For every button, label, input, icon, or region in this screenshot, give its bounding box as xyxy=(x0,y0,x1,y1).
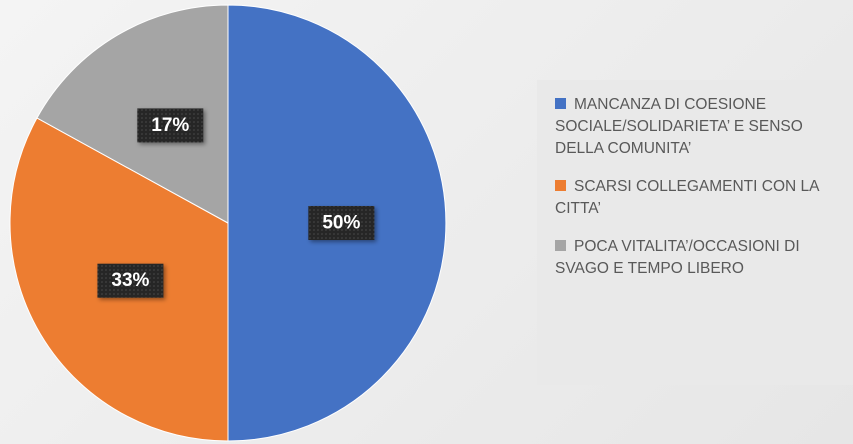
legend-label: SCARSI COLLEGAMENTI CON LA CITTA’ xyxy=(555,178,819,217)
pie xyxy=(9,4,447,442)
pie-slice xyxy=(36,4,229,224)
legend-label: MANCANZA DI COESIONE SOCIALE/SOLIDARIETA… xyxy=(555,96,803,157)
legend-swatch xyxy=(555,180,566,191)
data-label-box xyxy=(308,206,375,240)
legend-entry: MANCANZA DI COESIONE SOCIALE/SOLIDARIETA… xyxy=(555,94,851,160)
data-label-box xyxy=(137,108,204,143)
data-label-box xyxy=(97,263,164,298)
legend-swatch xyxy=(555,98,566,109)
legend: MANCANZA DI COESIONE SOCIALE/SOLIDARIETA… xyxy=(537,80,853,385)
data-label: 50% xyxy=(322,213,360,234)
data-labels: 50% 33% 17% xyxy=(97,108,375,298)
legend-entry: SCARSI COLLEGAMENTI CON LA CITTA’ xyxy=(555,176,851,220)
legend-swatch xyxy=(555,240,566,251)
legend-label: POCA VITALITA’/OCCASIONI DI SVAGO E TEMP… xyxy=(555,238,800,277)
data-label: 17% xyxy=(151,115,189,136)
data-label: 33% xyxy=(111,270,149,291)
legend-entry: POCA VITALITA’/OCCASIONI DI SVAGO E TEMP… xyxy=(555,236,851,280)
